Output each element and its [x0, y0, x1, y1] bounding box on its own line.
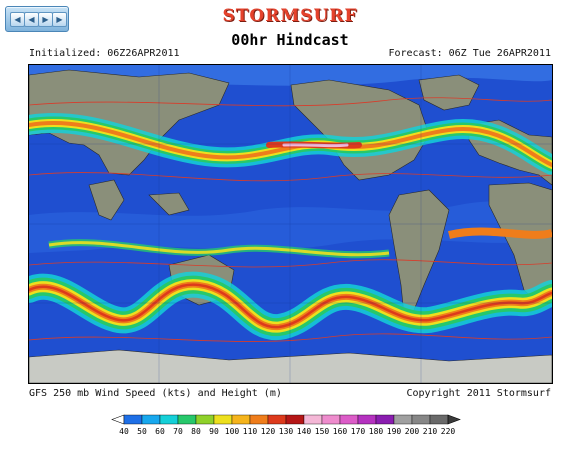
scale-left-cap [111, 414, 125, 425]
page-title: 00hr Hindcast [231, 31, 349, 49]
scale-swatch [195, 414, 215, 425]
scale-swatch [177, 414, 197, 425]
scale-label: 190 [387, 427, 402, 436]
height-contours [29, 97, 552, 342]
northern-jet [29, 112, 552, 175]
scale-swatch [267, 414, 287, 425]
land-greenland [418, 74, 480, 111]
scale-label: 170 [351, 427, 366, 436]
scale-label: 50 [137, 427, 147, 436]
scale-label: 60 [155, 427, 165, 436]
next-icon: ▶ [42, 15, 49, 24]
scale-label: 40 [119, 427, 129, 436]
scale-label: 220 [441, 427, 456, 436]
scale-label: 130 [279, 427, 294, 436]
scale-right-cap [447, 414, 461, 425]
scale-label: 100 [225, 427, 240, 436]
forecast-time: Forecast: 06Z Tue 26APR2011 [388, 48, 551, 59]
southern-jet [29, 271, 552, 341]
scale-swatch [303, 414, 323, 425]
scale-swatch [393, 414, 413, 425]
scale-label: 110 [243, 427, 258, 436]
color-scale-bar: 40 50 60 70 80 90 100 110 120 130 140 150 160 170 180 1… [111, 414, 461, 436]
scale-swatch [159, 414, 179, 425]
scale-swatch [357, 414, 377, 425]
scale-label: 180 [369, 427, 384, 436]
land-india [88, 179, 125, 221]
land-asia [29, 69, 230, 176]
last-icon: ▶ [56, 15, 63, 24]
color-scale: 40 50 60 70 80 90 100 110 120 130 140 150 160 170 180 1… [111, 413, 464, 441]
scale-label: 70 [173, 427, 183, 436]
animation-controls: ◀ ◀ ▶ ▶ [5, 6, 69, 32]
scale-swatch [429, 414, 449, 425]
brand-logo: STORMSURF [222, 6, 358, 26]
scale-swatch [285, 414, 305, 425]
map-canvas [29, 65, 552, 383]
scale-label: 120 [261, 427, 276, 436]
scale-swatch [375, 414, 395, 425]
scale-swatch [123, 414, 143, 425]
scale-swatch [231, 414, 251, 425]
scale-swatch [411, 414, 431, 425]
scale-swatch [141, 414, 161, 425]
scale-label: 210 [423, 427, 438, 436]
scale-swatch [213, 414, 233, 425]
graticule [29, 65, 552, 383]
scale-label: 200 [405, 427, 420, 436]
land-antarctica [29, 349, 552, 383]
scale-swatch [249, 414, 269, 425]
map-caption: GFS 250 mb Wind Speed (kts) and Height (… [29, 388, 282, 399]
scale-swatch [321, 414, 341, 425]
scale-label: 150 [315, 427, 330, 436]
copyright: Copyright 2011 Stormsurf [406, 388, 552, 399]
initialized-time: Initialized: 06Z26APR2011 [29, 48, 180, 59]
first-icon: ◀ [14, 15, 21, 24]
previous-icon: ◀ [28, 15, 35, 24]
atlantic-jet [448, 227, 552, 239]
wind-speed-map [28, 64, 553, 384]
last-frame-button[interactable]: ▶ [52, 12, 67, 27]
scale-label: 80 [191, 427, 201, 436]
scale-swatch [339, 414, 359, 425]
scale-label: 140 [297, 427, 312, 436]
scale-label: 90 [209, 427, 219, 436]
scale-label: 160 [333, 427, 348, 436]
